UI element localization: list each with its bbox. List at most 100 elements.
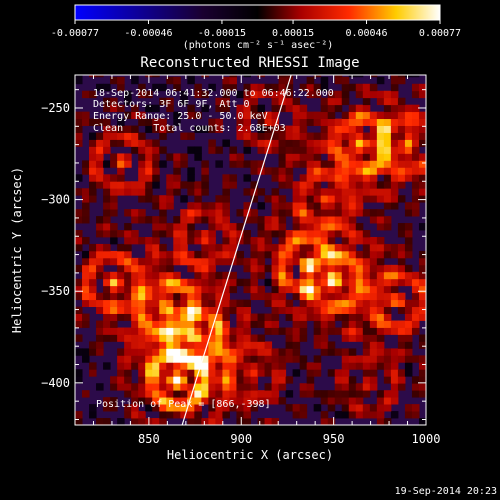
heatmap-pixel bbox=[376, 348, 385, 356]
heatmap-pixel bbox=[390, 320, 399, 328]
heatmap-pixel bbox=[390, 243, 399, 252]
heatmap-pixel bbox=[362, 97, 371, 106]
heatmap-pixel bbox=[152, 216, 160, 224]
heatmap-pixel bbox=[82, 250, 90, 259]
heatmap-pixel bbox=[166, 348, 174, 356]
heatmap-pixel bbox=[215, 257, 223, 266]
heatmap-pixel bbox=[362, 195, 371, 203]
heatmap-pixel bbox=[152, 418, 160, 425]
heatmap-pixel bbox=[292, 334, 301, 342]
heatmap-pixel bbox=[194, 236, 202, 245]
heatmap-pixel bbox=[404, 306, 413, 314]
heatmap-pixel bbox=[187, 383, 195, 391]
heatmap-pixel bbox=[327, 299, 336, 308]
heatmap-pixel bbox=[124, 111, 132, 120]
heatmap-pixel bbox=[159, 418, 167, 425]
heatmap-pixel bbox=[299, 278, 308, 287]
heatmap-pixel bbox=[187, 111, 195, 120]
heatmap-pixel bbox=[341, 236, 350, 245]
heatmap-pixel bbox=[75, 278, 83, 287]
heatmap-pixel bbox=[362, 146, 371, 154]
heatmap-pixel bbox=[173, 243, 181, 252]
heatmap-pixel bbox=[236, 236, 244, 245]
heatmap-pixel bbox=[271, 223, 280, 231]
heatmap-pixel bbox=[96, 320, 104, 328]
heatmap-pixel bbox=[208, 285, 216, 294]
heatmap-pixel bbox=[145, 139, 153, 147]
heatmap-pixel bbox=[285, 174, 294, 182]
heatmap-pixel bbox=[376, 97, 385, 106]
heatmap-pixel bbox=[376, 320, 385, 328]
colorbar-tick-labels: -0.00077 -0.00046 -0.00015 0.00015 0.00046 0.… bbox=[51, 28, 461, 39]
heatmap-pixel bbox=[159, 383, 167, 391]
heatmap-pixel bbox=[369, 160, 378, 168]
heatmap-pixel bbox=[96, 327, 104, 335]
heatmap-pixel bbox=[306, 250, 315, 259]
heatmap-pixel bbox=[243, 202, 251, 210]
heatmap-pixel bbox=[166, 334, 174, 342]
heatmap-pixel bbox=[124, 299, 132, 308]
heatmap-pixel bbox=[187, 404, 195, 412]
heatmap-pixel bbox=[229, 306, 237, 314]
heatmap-pixel bbox=[299, 209, 308, 217]
heatmap-pixel bbox=[124, 153, 132, 161]
heatmap-pixel bbox=[285, 139, 294, 147]
heatmap-pixel bbox=[222, 188, 230, 196]
heatmap-pixel bbox=[264, 369, 273, 377]
heatmap-pixel bbox=[341, 390, 350, 398]
heatmap-pixel bbox=[173, 369, 181, 377]
heatmap-pixel bbox=[362, 355, 371, 363]
heatmap-pixel bbox=[369, 383, 378, 391]
heatmap-pixel bbox=[166, 250, 174, 259]
heatmap-pixel bbox=[320, 209, 329, 217]
heatmap-pixel bbox=[229, 397, 237, 405]
heatmap-pixel bbox=[341, 202, 350, 210]
heatmap-pixel bbox=[348, 104, 357, 113]
heatmap-pixel bbox=[236, 299, 244, 308]
heatmap-pixel bbox=[152, 383, 160, 391]
heatmap-pixel bbox=[348, 209, 357, 217]
heatmap-pixel bbox=[376, 153, 385, 161]
heatmap-pixel bbox=[243, 257, 251, 266]
heatmap-pixel bbox=[145, 243, 153, 252]
heatmap-pixel bbox=[411, 411, 420, 419]
heatmap-pixel bbox=[313, 299, 322, 308]
heatmap-pixel bbox=[75, 132, 83, 140]
heatmap-pixel bbox=[75, 348, 83, 356]
heatmap-pixel bbox=[187, 376, 195, 384]
heatmap-pixel bbox=[376, 216, 385, 224]
heatmap-pixel bbox=[299, 264, 308, 273]
heatmap-pixel bbox=[313, 327, 322, 335]
heatmap-pixel bbox=[418, 132, 426, 140]
heatmap-pixel bbox=[208, 223, 216, 231]
heatmap-pixel bbox=[117, 313, 125, 321]
heatmap-pixel bbox=[257, 83, 266, 92]
heatmap-pixel bbox=[236, 132, 244, 140]
heatmap-pixel bbox=[369, 327, 378, 335]
heatmap-pixel bbox=[201, 271, 209, 280]
heatmap-pixel bbox=[271, 278, 280, 287]
heatmap-pixel bbox=[390, 146, 399, 154]
heatmap-pixel bbox=[369, 369, 378, 377]
heatmap-pixel bbox=[201, 285, 209, 294]
heatmap-pixel bbox=[334, 230, 343, 238]
heatmap-pixel bbox=[418, 285, 426, 294]
heatmap-pixel bbox=[320, 250, 329, 259]
heatmap-pixel bbox=[236, 341, 244, 349]
heatmap-pixel bbox=[355, 181, 364, 189]
heatmap-pixel bbox=[299, 104, 308, 113]
heatmap-pixel bbox=[285, 202, 294, 210]
heatmap-pixel bbox=[271, 292, 280, 301]
heatmap-pixel bbox=[369, 188, 378, 196]
heatmap-pixel bbox=[124, 236, 132, 245]
heatmap-pixel bbox=[250, 341, 259, 349]
heatmap-pixel bbox=[348, 202, 357, 210]
heatmap-pixel bbox=[250, 383, 259, 391]
heatmap-pixel bbox=[362, 383, 371, 391]
heatmap-pixel bbox=[117, 188, 125, 196]
heatmap-pixel bbox=[362, 292, 371, 301]
heatmap-pixel bbox=[411, 90, 420, 99]
heatmap-pixel bbox=[285, 376, 294, 384]
heatmap-pixel bbox=[257, 257, 266, 266]
heatmap-pixel bbox=[411, 181, 420, 189]
